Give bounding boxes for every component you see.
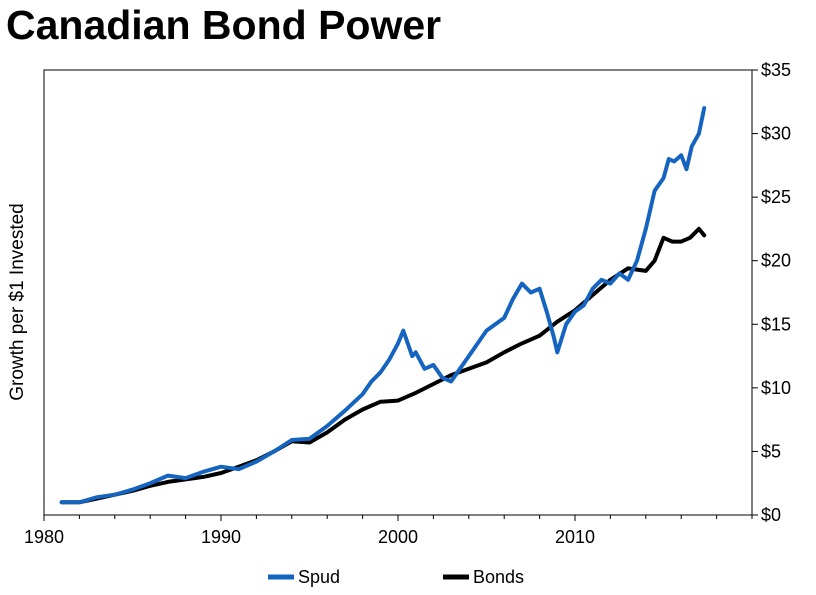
y-tick-label: $5: [761, 441, 781, 461]
y-tick-label: $0: [761, 505, 781, 525]
series-line-bonds: [59, 226, 707, 505]
chart-title: Canadian Bond Power: [6, 2, 442, 48]
plot-area-frame: [43, 69, 753, 516]
y-axis: $0 $5 $10 $15 $20 $25 $30 $35: [752, 60, 791, 525]
x-tick-label: 2010: [555, 527, 595, 547]
legend-label: Spud: [298, 567, 340, 587]
x-tick-label: 1980: [24, 527, 64, 547]
y-tick-label: $25: [761, 187, 791, 207]
series-lines: [59, 106, 707, 505]
y-tick-label: $20: [761, 251, 791, 271]
y-tick-label: $30: [761, 124, 791, 144]
y-tick-label: $10: [761, 378, 791, 398]
y-tick-label: $35: [761, 60, 791, 80]
legend: Spud Bonds: [268, 567, 524, 587]
series-line-spud: [59, 106, 707, 505]
x-tick-label: 1990: [201, 527, 241, 547]
y-axis-label: Growth per $1 Invested: [7, 203, 28, 401]
x-tick-label: 2000: [378, 527, 418, 547]
y-tick-label: $15: [761, 314, 791, 334]
legend-label: Bonds: [473, 567, 524, 587]
x-axis: 1980 1990 2000 2010: [24, 515, 753, 547]
